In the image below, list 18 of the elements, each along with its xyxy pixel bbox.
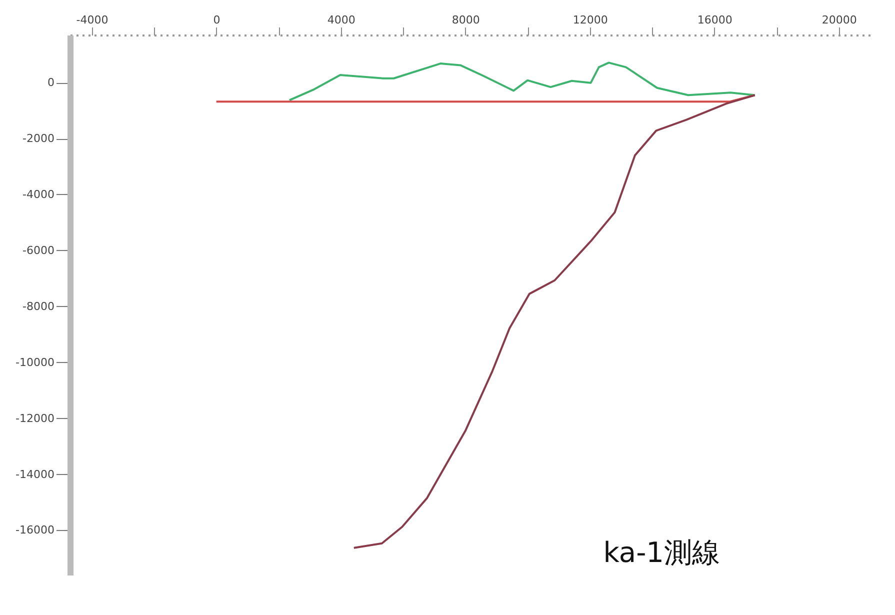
- x-tick-label: 8000: [452, 14, 480, 26]
- x-tick-label: 12000: [572, 14, 608, 26]
- y-tick-label: -8000: [22, 300, 54, 313]
- y-tick-label: -12000: [16, 412, 54, 425]
- line-series: [288, 62, 756, 102]
- y-tick-label: -14000: [16, 468, 54, 481]
- x-tick-label: 4000: [327, 14, 356, 26]
- y-tick-label: -10000: [16, 356, 54, 369]
- y-tick-label: -16000: [16, 524, 54, 537]
- x-tick-label: 0: [213, 14, 220, 26]
- y-tick-label: -4000: [22, 188, 54, 201]
- x-tick-label: -4000: [76, 14, 108, 26]
- x-tick-label: 16000: [697, 14, 732, 26]
- y-tick-label: -6000: [22, 244, 54, 257]
- annotation: ka-1測線: [603, 536, 720, 569]
- x-tick-label: 20000: [822, 14, 857, 26]
- y-tick-label: 0: [48, 76, 54, 90]
- y-tick-label: -2000: [22, 132, 54, 146]
